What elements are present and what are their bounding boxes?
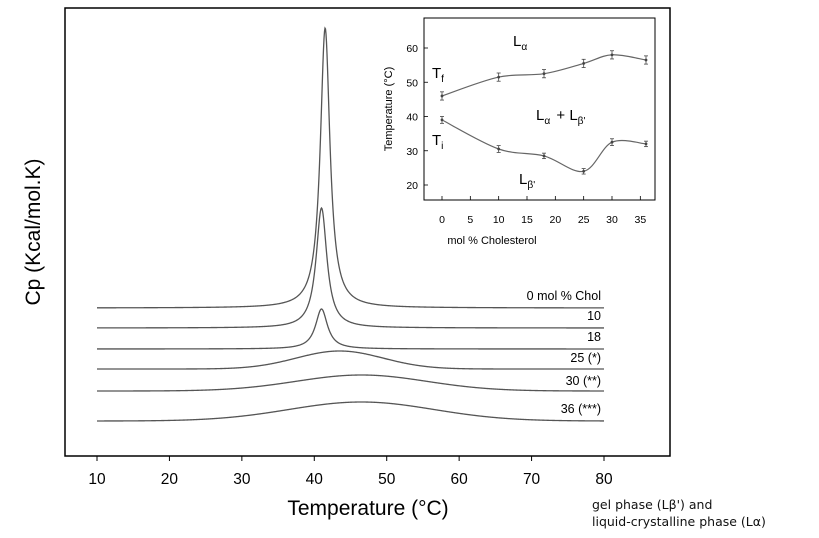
inset-y-tick-label: 30: [406, 146, 418, 158]
dsc-curve-label: 18: [587, 330, 601, 344]
inset-y-tick-label: 20: [406, 180, 418, 192]
inset-x-tick-label: 10: [493, 214, 505, 226]
inset-series-line: [441, 119, 647, 173]
dsc-curve: [97, 401, 604, 422]
caption-line-1: gel phase (Lβ') and: [592, 497, 713, 512]
inset-data-point: [644, 58, 648, 62]
inset-background: [398, 14, 660, 209]
main-x-tick-label: 60: [451, 471, 469, 488]
dsc-curve-label: 36 (***): [561, 402, 601, 416]
main-x-tick-label: 70: [523, 471, 541, 488]
caption: gel phase (Lβ') and liquid-crystalline p…: [592, 496, 766, 530]
inset-x-tick-label: 25: [578, 214, 590, 226]
main-x-tick-label: 20: [161, 471, 179, 488]
dsc-curve-label: 25 (*): [570, 351, 601, 365]
inset-data-point: [542, 154, 546, 158]
inset-x-tick-label: 30: [606, 214, 618, 226]
dsc-curve: [97, 308, 604, 350]
inset-data-point: [582, 169, 586, 173]
dsc-curve-label: 30 (**): [566, 374, 601, 388]
inset-x-tick-label: 35: [634, 214, 646, 226]
dsc-curve-label: 10: [587, 309, 601, 323]
inset-axes: 0 5 10 15 20 25 30 35 20 30 40 50 60: [406, 43, 646, 226]
inset-data-point: [440, 118, 444, 122]
main-x-tick-label: 10: [88, 471, 106, 488]
inset-x-tick-label: 20: [549, 214, 561, 226]
main-x-tick-label: 40: [306, 471, 324, 488]
region-label-l-beta: Lβ': [519, 171, 535, 191]
dsc-curve: [97, 350, 604, 370]
inset-data-point: [542, 72, 546, 76]
main-x-axis-label: Temperature (°C): [287, 497, 448, 520]
main-y-axis-label: Cp (Kcal/mol.K): [22, 158, 45, 305]
inset-data-point: [497, 75, 501, 79]
inset-x-tick-label: 5: [467, 214, 473, 226]
inset-x-tick-label: 15: [521, 214, 533, 226]
inset-plot-frame: [423, 17, 656, 201]
dsc-curve-label: 0 mol % Chol: [527, 289, 601, 303]
inset-y-axis-label: Temperature (°C): [383, 67, 395, 151]
inset-data-point: [582, 62, 586, 65]
region-label-coexistence: Lα + Lβ': [536, 107, 586, 127]
main-x-tick-label: 30: [233, 471, 251, 488]
label-tf: Tf: [432, 65, 444, 85]
main-x-axis: 10 20 30 40 50 60 70 80: [88, 456, 613, 488]
inset-region-labels: Lα Lα + Lβ' Lβ' Tf Ti: [432, 33, 586, 191]
dsc-curve: [97, 26, 604, 309]
region-label-l-alpha: Lα: [513, 33, 527, 53]
inset-x-tick-label: 0: [439, 214, 445, 226]
inset-data-point: [610, 53, 614, 57]
main-x-tick-label: 50: [378, 471, 396, 488]
inset-data-point: [644, 142, 648, 146]
main-plot-frame: [64, 7, 671, 457]
inset-y-tick-label: 50: [406, 77, 418, 89]
inset-data-point: [610, 140, 614, 144]
main-x-tick-label: 80: [595, 471, 613, 488]
main-curves: 0 mol % Chol 10 18 25 (*) 30 (**) 36 (***): [97, 26, 604, 422]
inset-data-point: [497, 147, 501, 151]
inset-y-tick-label: 40: [406, 112, 418, 124]
inset-chart: 0 5 10 15 20 25 30 35 20 30 40 50 60 mol % Cholester…: [383, 14, 660, 247]
inset-series-line: [441, 54, 647, 97]
label-ti: Ti: [432, 132, 443, 152]
dsc-curve: [97, 206, 604, 329]
dsc-curve: [97, 374, 604, 392]
inset-y-tick-label: 60: [406, 43, 418, 55]
inset-series: [440, 50, 648, 175]
inset-x-axis-label: mol % Cholesterol: [447, 235, 536, 247]
inset-data-point: [440, 94, 444, 98]
caption-line-2: liquid-crystalline phase (Lα): [592, 514, 766, 529]
